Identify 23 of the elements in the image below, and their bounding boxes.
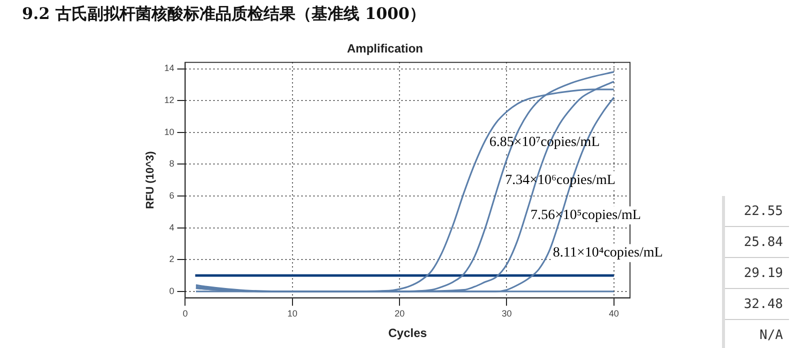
y-tick-label: 10	[164, 126, 174, 137]
chart-title: Amplification	[346, 42, 424, 56]
y-tick-label: 14	[164, 63, 174, 74]
text: N/A	[724, 320, 789, 348]
series-label: 8.11×10⁴copies/mL	[552, 246, 663, 261]
y-tick-label: 12	[164, 95, 174, 106]
x-tick-label: 30	[502, 308, 512, 319]
y-tick-label: 0	[169, 286, 174, 296]
text: 32.48	[724, 288, 789, 320]
x-tick-label: 0	[182, 308, 188, 319]
text: 25.84	[724, 226, 789, 258]
y-tick-label: 8	[169, 158, 174, 169]
text: 29.19	[724, 258, 789, 288]
y-tick-label: 2	[169, 254, 174, 264]
chart-subtitle: 9.2 古氏副拟杆菌核酸标准品质检结果（基准线 1000）	[22, 4, 426, 25]
x-axis-title: Cycles	[388, 326, 428, 340]
y-tick-label: 4	[169, 222, 174, 232]
y-tick-label: 6	[169, 190, 174, 200]
x-tick-label: 10	[287, 308, 298, 319]
x-tick-label: 20	[394, 308, 405, 319]
x-tick-label: 40	[608, 308, 619, 319]
y-axis-title: RFU (10^3)	[144, 150, 157, 209]
text: 22.55	[724, 196, 789, 226]
